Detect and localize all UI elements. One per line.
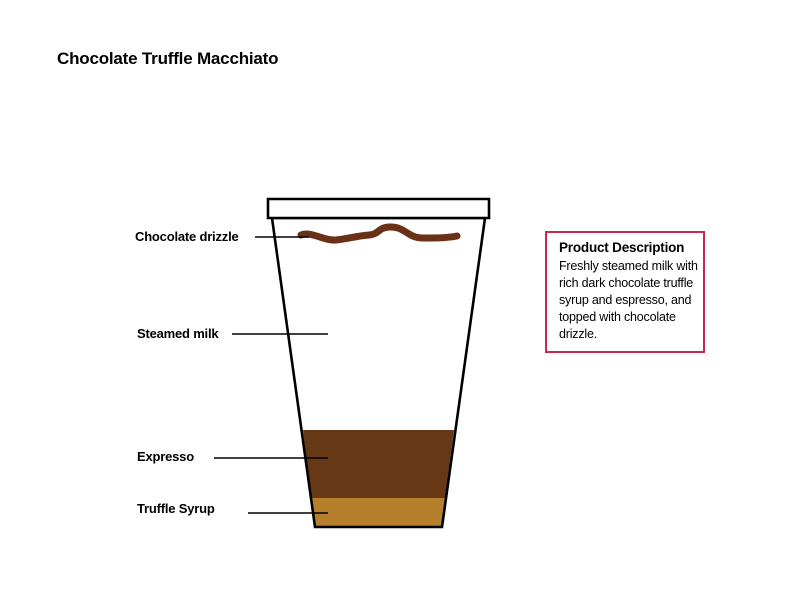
espresso-layer	[303, 430, 454, 498]
page-title: Chocolate Truffle Macchiato	[57, 49, 279, 68]
label-chocolate-drizzle: Chocolate drizzle	[135, 229, 239, 244]
product-description-box: Product Description Freshly steamed milk…	[545, 231, 705, 353]
product-description-text: Freshly steamed milk with rich dark choc…	[559, 259, 698, 341]
label-espresso: Expresso	[137, 449, 194, 464]
product-description-title: Product Description	[559, 240, 685, 255]
truffle-syrup-layer	[311, 498, 445, 527]
label-truffle-syrup: Truffle Syrup	[137, 501, 215, 516]
label-steamed-milk: Steamed milk	[137, 326, 219, 341]
chocolate-drizzle	[297, 223, 461, 244]
cup-lid	[266, 197, 491, 220]
